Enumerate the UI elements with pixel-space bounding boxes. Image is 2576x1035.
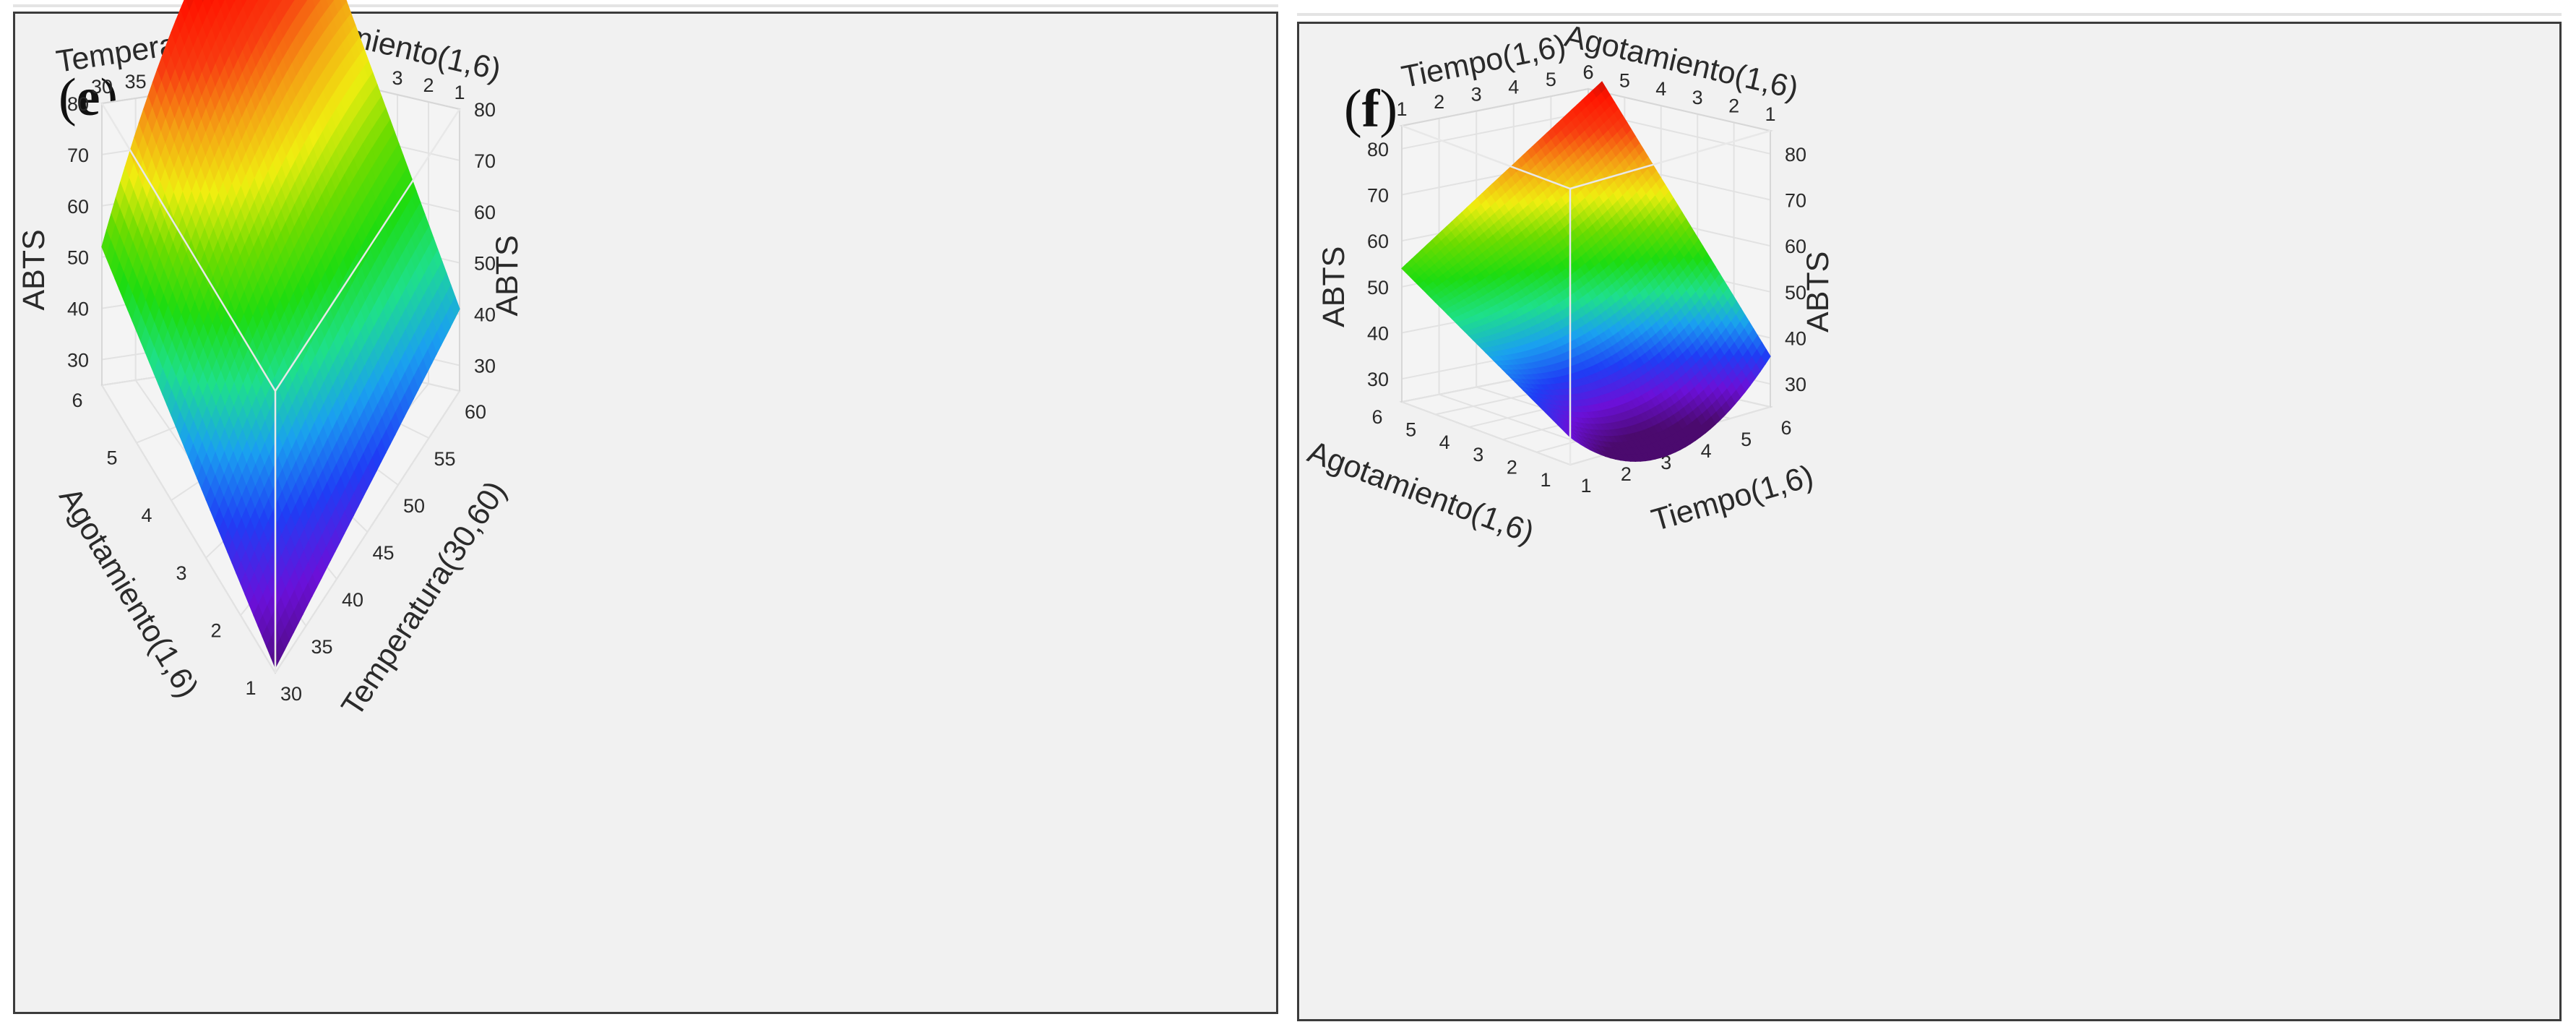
x-tick-label-front: 35: [311, 636, 332, 658]
x-tick-label-front: 55: [434, 448, 455, 470]
x-tick-label-top: 3: [1471, 84, 1482, 106]
panel-label-f: (f): [1344, 80, 1397, 139]
z-tick-label-left: 80: [1367, 139, 1389, 160]
surface-plot-panel-e: (e) 303035354040454550505555606011223344…: [13, 0, 1278, 1014]
z-tick-label-right: 40: [1785, 328, 1806, 350]
panel-label-e: (e): [59, 68, 118, 127]
floor-y-gridline: [275, 390, 460, 674]
y-tick-label-front: 4: [1439, 431, 1450, 453]
z-tick-label-right: 70: [1785, 190, 1806, 212]
z-axis-title-right: ABTS: [490, 235, 525, 316]
z-tick-label-right: 40: [474, 304, 496, 326]
x-axis-title-front: Tiempo(1,6): [1647, 459, 1817, 538]
y-tick-label-top: 2: [423, 74, 434, 96]
y-tick-label-front: 3: [1473, 444, 1483, 465]
z-tick-label-left: 80: [67, 93, 89, 115]
x-tick-label-top: 4: [1508, 76, 1519, 98]
y-axis-title-front: Agotamiento(1,6): [1304, 434, 1539, 550]
z-tick-label-right: 80: [1785, 144, 1806, 166]
x-tick-label-top: 30: [91, 76, 113, 98]
y-tick-label-front: 3: [176, 562, 186, 584]
z-tick-label-left: 30: [1367, 369, 1389, 390]
y-tick-label-top: 2: [1728, 95, 1739, 116]
z-tick-label-left: 50: [1367, 277, 1389, 299]
y-tick-label-top: 3: [1692, 87, 1703, 108]
x-tick-label-front: 4: [1701, 440, 1712, 462]
z-tick-label-right: 30: [474, 356, 496, 377]
x-tick-label-front: 1: [1580, 475, 1591, 497]
floor-x-gridline: [1401, 401, 1571, 465]
y-tick-label-front: 2: [210, 619, 221, 641]
z-tick-label-left: 50: [67, 247, 89, 269]
z-tick-label-right: 50: [474, 253, 496, 275]
y-tick-label-top: 3: [392, 67, 402, 89]
x-tick-label-front: 30: [280, 683, 302, 705]
top-frame-line-e: [13, 4, 1278, 7]
x-axis-title-top: Tiempo(1,6): [1399, 28, 1569, 95]
box-front-top-edge: [100, 103, 277, 392]
z-tick-label-right: 50: [1785, 282, 1806, 304]
z-tick-label-right: 60: [1785, 236, 1806, 257]
top-frame-line-f: [1297, 13, 2562, 16]
box-front-top-edge: [1569, 129, 1771, 190]
z-tick-label-left: 70: [1367, 185, 1389, 207]
y-tick-label-front: 6: [72, 390, 82, 411]
z-tick-label-left: 30: [67, 350, 89, 372]
x-tick-label-front: 40: [342, 589, 363, 611]
y-tick-label-front: 6: [1371, 406, 1382, 428]
z-tick-label-right: 80: [474, 99, 496, 121]
z-tick-label-right: 30: [1785, 374, 1806, 395]
z-tick-label-right: 70: [474, 150, 496, 172]
y-tick-label-front: 5: [1405, 418, 1416, 440]
y-tick-label-top: 4: [1655, 78, 1666, 100]
surface-plot-f-svg: (f) 112233445566112233445566304050607080…: [1304, 19, 1835, 551]
z-tick-label-left: 40: [67, 299, 89, 320]
z-tick-label-left: 70: [67, 145, 89, 166]
y-tick-label-top: 1: [1765, 103, 1775, 125]
surface-plot-panel-f: (f) 1 1 2 2 3 3 4 4 5 5 6 6 1 1 2 2 3 3 4 4 5 5 6 6 30 40 50 60 70 80…: [1297, 19, 2562, 1021]
y-tick-label-front: 4: [141, 504, 152, 526]
y-tick-label-top: 6: [1582, 61, 1593, 83]
x-tick-label-top: 1: [1396, 98, 1407, 120]
y-tick-label-front: 2: [1507, 457, 1517, 478]
y-tick-label-top: 1: [454, 82, 465, 103]
x-tick-label-top: 2: [1434, 91, 1444, 113]
box-front-top-edge: [1401, 124, 1571, 190]
x-tick-label-top: 6: [1582, 61, 1593, 83]
z-tick-label-left: 60: [1367, 231, 1389, 252]
x-tick-label-front: 60: [465, 401, 486, 423]
x-tick-label-front: 50: [403, 495, 425, 517]
y-tick-label-top: 5: [1619, 70, 1630, 92]
z-axis-title-left: ABTS: [17, 229, 51, 310]
z-tick-label-left: 40: [1367, 323, 1389, 345]
z-tick-label-left: 60: [67, 196, 89, 218]
z-axis-title-left: ABTS: [1317, 246, 1351, 327]
floor-x-gridline: [101, 385, 276, 674]
x-tick-label-front: 2: [1621, 463, 1632, 485]
y-tick-label-front: 5: [106, 447, 117, 469]
surface-cell: [209, 0, 215, 7]
y-tick-label-front: 1: [1540, 469, 1551, 491]
x-tick-label-front: 5: [1741, 429, 1752, 450]
surface-plot-e-svg: (e) 303035354040454550505555606011223344…: [17, 0, 525, 722]
z-tick-label-right: 60: [474, 202, 496, 223]
box-front-top-edge: [274, 108, 461, 392]
z-axis-title-right: ABTS: [1801, 252, 1835, 332]
x-tick-label-top: 35: [125, 71, 147, 93]
y-tick-label-front: 1: [245, 677, 256, 699]
x-tick-label-front: 45: [372, 542, 394, 564]
x-tick-label-front: 6: [1780, 417, 1791, 439]
x-tick-label-top: 5: [1546, 69, 1556, 90]
